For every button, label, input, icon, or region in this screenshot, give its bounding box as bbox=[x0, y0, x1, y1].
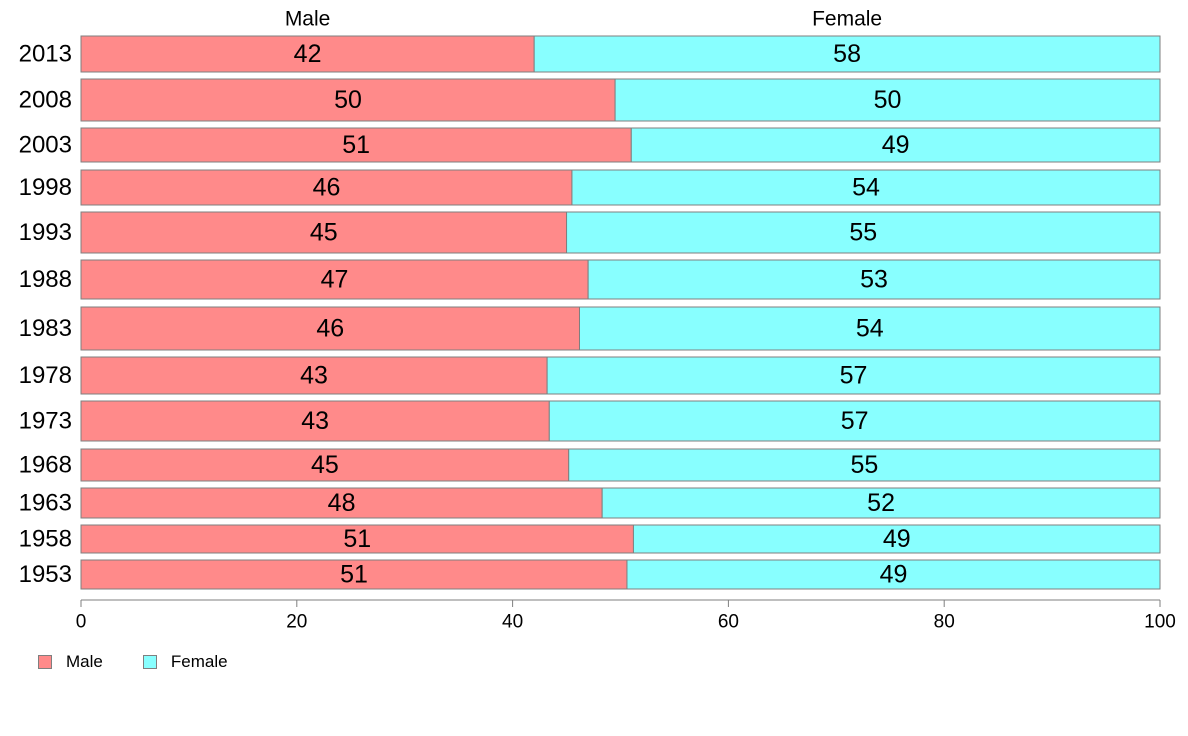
legend-swatch-male bbox=[38, 655, 52, 669]
data-label-female-1958: 49 bbox=[883, 525, 911, 553]
bar-female-1983 bbox=[578, 306, 1161, 351]
data-label-female-1993: 55 bbox=[849, 219, 877, 247]
y-tick-label-1978: 1978 bbox=[19, 362, 72, 389]
data-label-male-1963: 48 bbox=[328, 489, 356, 517]
data-label-male-1988: 47 bbox=[321, 266, 349, 294]
bar-male-2013 bbox=[80, 35, 535, 73]
bar-male-1973 bbox=[80, 400, 550, 442]
bar-male-1958 bbox=[80, 524, 634, 554]
legend-label-male: Male bbox=[66, 652, 103, 671]
bars: 42 58 50 50 51 49 46 54 45 55 47 53 46 54 43 57 43 57 45 55… bbox=[80, 35, 1161, 590]
data-label-female-1953: 49 bbox=[880, 561, 908, 589]
bar-male-1953 bbox=[80, 559, 628, 590]
bar-female-2013 bbox=[533, 35, 1161, 73]
data-label-female-1988: 53 bbox=[860, 266, 888, 294]
y-tick-label-1968: 1968 bbox=[19, 452, 72, 479]
column-headers: Male Female bbox=[285, 8, 882, 31]
bar-female-1963 bbox=[601, 487, 1161, 519]
x-tick-label-80: 80 bbox=[934, 612, 955, 633]
y-tick-label-1983: 1983 bbox=[19, 315, 72, 342]
x-tick-label-60: 60 bbox=[718, 612, 739, 633]
column-header-male: Male bbox=[285, 8, 331, 31]
x-tick-label-20: 20 bbox=[286, 612, 307, 633]
y-tick-label-1998: 1998 bbox=[19, 174, 72, 201]
bar-female-1953 bbox=[626, 559, 1161, 590]
legend-item-male: Male bbox=[38, 652, 103, 672]
data-label-female-2003: 49 bbox=[882, 131, 910, 159]
bar-female-1978 bbox=[546, 356, 1161, 395]
data-label-female-2008: 50 bbox=[874, 86, 902, 114]
data-label-female-1968: 55 bbox=[850, 451, 878, 479]
data-label-female-1963: 52 bbox=[867, 489, 895, 517]
y-tick-label-1973: 1973 bbox=[19, 408, 72, 435]
data-label-male-1968: 45 bbox=[311, 451, 339, 479]
legend-label-female: Female bbox=[170, 652, 228, 671]
y-tick-label-2008: 2008 bbox=[19, 87, 72, 114]
data-label-male-1983: 46 bbox=[316, 315, 344, 343]
bar-male-1963 bbox=[80, 487, 603, 519]
legend: Male Female bbox=[38, 652, 268, 672]
legend-item-female: Female bbox=[142, 652, 228, 672]
bar-female-1958 bbox=[632, 524, 1161, 554]
bar-male-1993 bbox=[80, 211, 568, 254]
data-label-female-1973: 57 bbox=[841, 407, 869, 435]
data-label-male-2013: 42 bbox=[294, 40, 322, 68]
bar-male-1998 bbox=[80, 169, 573, 206]
y-tick-label-2013: 2013 bbox=[19, 41, 72, 68]
y-tick-label-1988: 1988 bbox=[19, 266, 72, 293]
data-label-female-1983: 54 bbox=[856, 315, 884, 343]
x-tick-label-40: 40 bbox=[502, 612, 523, 633]
data-label-male-1993: 45 bbox=[310, 219, 338, 247]
y-axis-labels: 2013 2008 2003 1998 1993 1988 1983 1978 1973 1968… bbox=[19, 41, 72, 589]
bar-female-1988 bbox=[587, 259, 1161, 300]
data-label-male-1978: 43 bbox=[300, 362, 328, 390]
x-tick-label-0: 0 bbox=[76, 612, 87, 633]
legend-swatch-female bbox=[142, 655, 157, 669]
data-label-male-2003: 51 bbox=[342, 131, 370, 159]
bar-female-1973 bbox=[548, 400, 1161, 442]
bar-male-1983 bbox=[80, 306, 580, 351]
y-tick-label-1953: 1953 bbox=[19, 561, 72, 588]
data-label-male-1953: 51 bbox=[340, 561, 368, 589]
data-label-male-1973: 43 bbox=[301, 407, 329, 435]
bar-female-1993 bbox=[566, 211, 1161, 254]
y-tick-label-1958: 1958 bbox=[19, 526, 72, 553]
data-label-female-1978: 57 bbox=[840, 362, 868, 390]
data-label-female-2013: 58 bbox=[833, 40, 861, 68]
data-label-male-1958: 51 bbox=[343, 525, 371, 553]
data-label-male-2008: 50 bbox=[334, 86, 362, 114]
bar-female-2008 bbox=[614, 78, 1161, 122]
bar-male-1968 bbox=[80, 448, 570, 482]
y-tick-label-1963: 1963 bbox=[19, 490, 72, 517]
column-header-female: Female bbox=[812, 8, 882, 31]
bar-female-1968 bbox=[568, 448, 1161, 482]
bar-male-2008 bbox=[80, 78, 616, 122]
x-axis: 0 20 40 60 80 100 bbox=[76, 599, 1176, 633]
data-label-female-1998: 54 bbox=[852, 174, 880, 202]
bar-female-2003 bbox=[630, 127, 1161, 163]
y-tick-label-1993: 1993 bbox=[19, 219, 72, 246]
x-tick-label-100: 100 bbox=[1144, 612, 1176, 633]
bar-female-1998 bbox=[571, 169, 1161, 206]
y-tick-label-2003: 2003 bbox=[19, 132, 72, 159]
data-label-male-1998: 46 bbox=[313, 174, 341, 202]
bar-male-2003 bbox=[80, 127, 632, 163]
